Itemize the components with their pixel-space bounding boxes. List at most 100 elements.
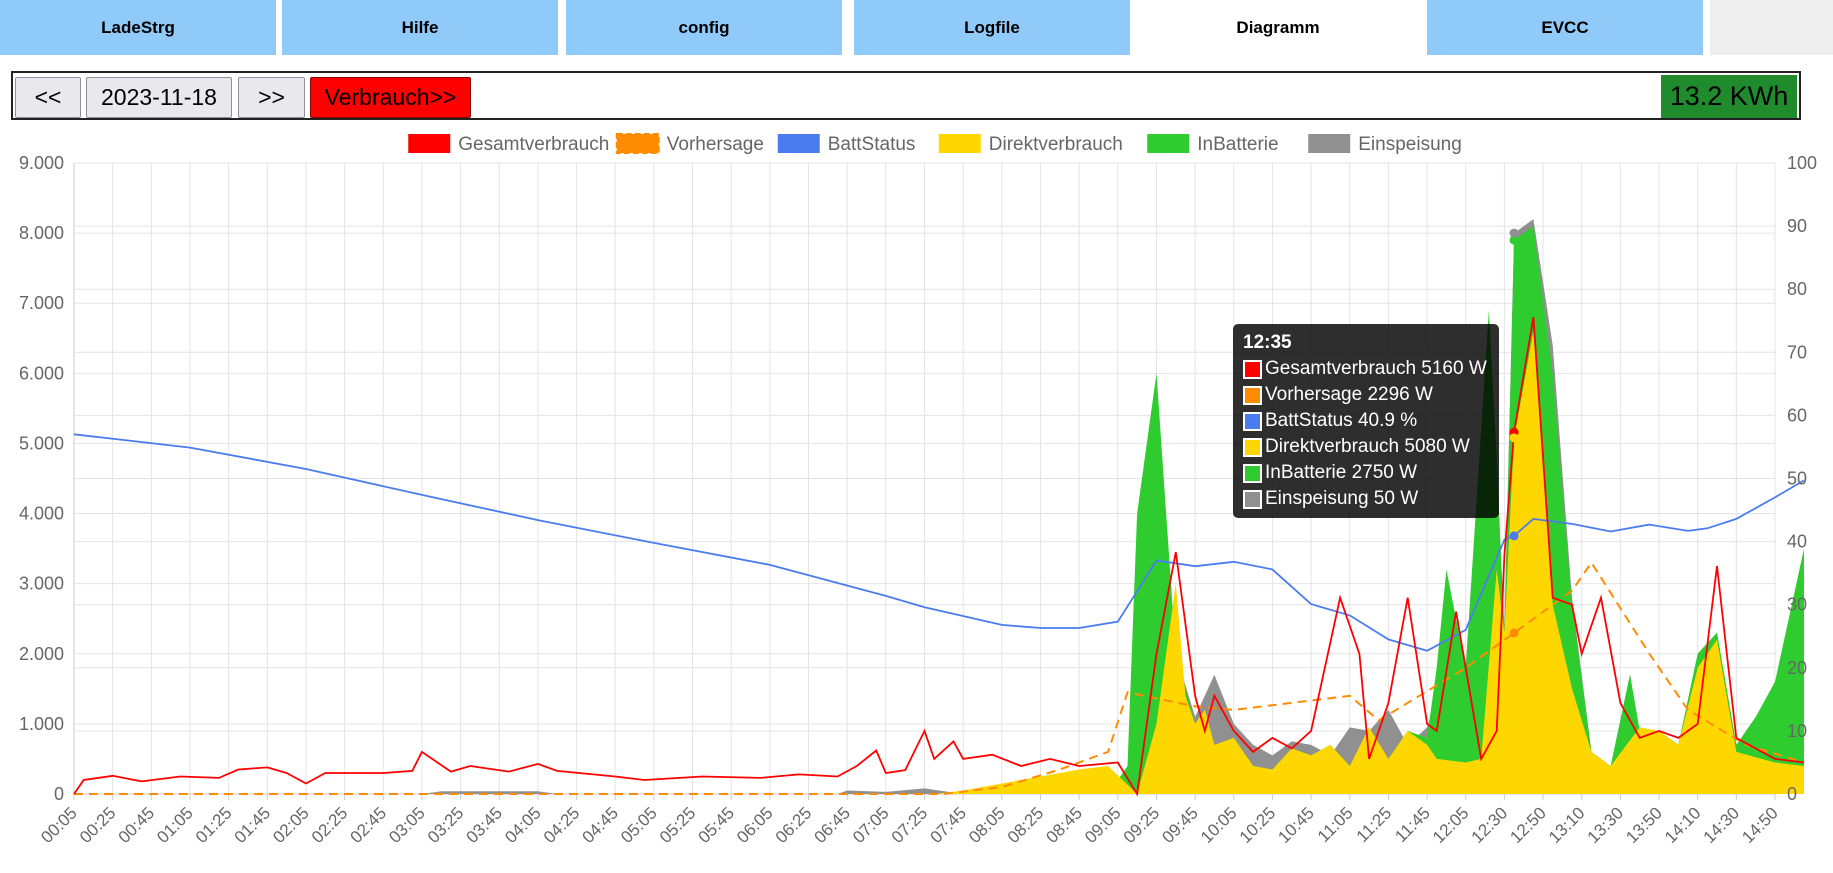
tooltip-row-label: Vorhersage 2296 W: [1265, 384, 1433, 405]
x-tick-label: 00:45: [115, 803, 159, 847]
x-tick-label: 07:45: [926, 803, 970, 847]
x-tick-label: 02:05: [269, 803, 313, 847]
x-tick-label: 13:10: [1545, 803, 1589, 847]
tooltip-swatch: [1243, 411, 1262, 431]
legend-label-inbatterie: InBatterie: [1197, 134, 1278, 155]
tooltip-row-einspeisung: Einspeisung 50 W: [1239, 486, 1493, 512]
x-tick-label: 12:30: [1468, 803, 1512, 847]
tooltip-row-label: InBatterie 2750 W: [1265, 462, 1418, 483]
hover-point-inbatterie: [1509, 235, 1519, 245]
tab-config[interactable]: config: [566, 0, 842, 55]
x-tick-label: 01:45: [231, 803, 275, 847]
series-area-direktverbrauch: [74, 331, 1804, 794]
tooltip-row-label: BattStatus 40.9 %: [1265, 410, 1418, 431]
y-tick-label-right: 90: [1787, 216, 1807, 236]
y-tick-label-right: 70: [1787, 342, 1807, 362]
x-tick-label: 05:05: [617, 803, 661, 847]
hover-point-direktverbrauch: [1509, 433, 1519, 443]
y-tick-label-right: 20: [1787, 658, 1807, 678]
mode-toggle-button[interactable]: Verbrauch>>: [310, 77, 471, 118]
tab-bar: LadeStrg Hilfe config Logfile Diagramm E…: [0, 0, 1833, 55]
hover-point-battstatus: [1509, 531, 1519, 541]
x-tick-label: 06:25: [772, 803, 816, 847]
x-tick-label: 11:25: [1353, 803, 1396, 846]
y-tick-label-right: 10: [1787, 721, 1807, 741]
x-tick-label: 01:25: [192, 803, 236, 847]
tab-ladestrg[interactable]: LadeStrg: [0, 0, 276, 55]
x-tick-label: 08:45: [1042, 803, 1086, 847]
y-tick-label-right: 0: [1787, 784, 1797, 804]
series-line-battstatus: [73, 433, 1805, 652]
x-tick-label: 04:05: [501, 803, 545, 847]
tab-bar-filler: [1710, 0, 1833, 55]
tooltip-row-gesamtverbrauch: Gesamtverbrauch 5160 W: [1239, 356, 1493, 382]
x-tick-label: 07:25: [888, 803, 932, 847]
y-tick-label-left: 5.000: [19, 433, 64, 453]
legend-swatch-gesamtverbrauch: [408, 134, 451, 153]
x-tick-label: 00:05: [37, 803, 81, 847]
y-tick-label-left: 7.000: [19, 293, 64, 313]
x-tick-label: 03:05: [385, 803, 429, 847]
x-tick-label: 11:45: [1391, 803, 1434, 846]
legend-label-einspeisung: Einspeisung: [1358, 134, 1462, 155]
prev-day-button[interactable]: <<: [15, 77, 81, 118]
tooltip-time: 12:35: [1243, 332, 1292, 353]
chart-tooltip: 12:35 Gesamtverbrauch 5160 W Vorhersage …: [1233, 324, 1499, 518]
x-tick-label: 11:05: [1314, 803, 1357, 846]
tooltip-row-vorhersage: Vorhersage 2296 W: [1239, 382, 1493, 408]
date-toolbar: << 2023-11-18 >> Verbrauch>> 13.2 KWh: [11, 71, 1801, 120]
series-area-inbatterie: [74, 226, 1804, 795]
hover-point-einspeisung: [1509, 228, 1519, 238]
x-tick-label: 07:05: [849, 803, 893, 847]
x-tick-label: 08:05: [965, 803, 1009, 847]
y-tick-label-right: 60: [1787, 405, 1807, 425]
x-tick-label: 13:30: [1584, 803, 1628, 847]
tooltip-row-label: Gesamtverbrauch 5160 W: [1265, 358, 1487, 379]
series-line-gesamtverbrauch: [73, 317, 1805, 797]
x-tick-label: 09:25: [1120, 803, 1164, 847]
x-tick-label: 02:25: [308, 803, 352, 847]
tooltip-swatch: [1243, 489, 1262, 509]
y-tick-label-left: 8.000: [19, 223, 64, 243]
hover-point-vorhersage: [1509, 628, 1519, 638]
y-tick-label-left: 2.000: [19, 644, 64, 664]
x-tick-label: 12:05: [1429, 803, 1473, 847]
tooltip-row-label: Direktverbrauch 5080 W: [1265, 436, 1470, 457]
x-tick-label: 06:45: [810, 803, 854, 847]
y-tick-label-right: 80: [1787, 279, 1807, 299]
x-tick-label: 14:30: [1700, 803, 1744, 847]
x-tick-label: 08:25: [1004, 803, 1048, 847]
energy-total-badge: 13.2 KWh: [1661, 75, 1797, 118]
x-tick-label: 01:05: [153, 803, 197, 847]
x-tick-label: 06:05: [733, 803, 777, 847]
x-tick-label: 03:25: [424, 803, 468, 847]
next-day-button[interactable]: >>: [238, 77, 305, 118]
date-field[interactable]: 2023-11-18: [86, 77, 232, 118]
x-tick-label: 09:05: [1081, 803, 1125, 847]
y-tick-label-left: 9.000: [19, 153, 64, 173]
x-tick-label: 04:45: [579, 803, 623, 847]
y-tick-label-left: 1.000: [19, 714, 64, 734]
tooltip-swatch: [1243, 437, 1262, 457]
x-tick-label: 09:45: [1158, 803, 1202, 847]
legend-label-battstatus: BattStatus: [828, 134, 916, 155]
x-tick-label: 00:25: [76, 803, 120, 847]
tab-evcc[interactable]: EVCC: [1427, 0, 1703, 55]
x-tick-label: 04:25: [540, 803, 584, 847]
y-tick-label-right: 100: [1787, 153, 1817, 173]
x-tick-label: 13:50: [1622, 803, 1666, 847]
legend-label-direktverbrauch: Direktverbrauch: [989, 134, 1123, 155]
legend-swatch-inbatterie: [1147, 134, 1190, 153]
legend-label-vorhersage: Vorhersage: [667, 134, 764, 155]
x-tick-label: 10:05: [1197, 803, 1241, 847]
tab-logfile[interactable]: Logfile: [854, 0, 1130, 55]
legend-swatch-vorhersage: [615, 133, 660, 154]
y-tick-label-right: 40: [1787, 532, 1807, 552]
x-tick-label: 14:10: [1661, 803, 1705, 847]
y-tick-label-left: 0: [54, 784, 64, 804]
y-tick-label-right: 30: [1787, 595, 1807, 615]
tooltip-swatch: [1243, 359, 1262, 379]
y-tick-label-left: 6.000: [19, 363, 64, 383]
tab-hilfe[interactable]: Hilfe: [282, 0, 558, 55]
tab-diagramm[interactable]: Diagramm: [1140, 0, 1416, 55]
